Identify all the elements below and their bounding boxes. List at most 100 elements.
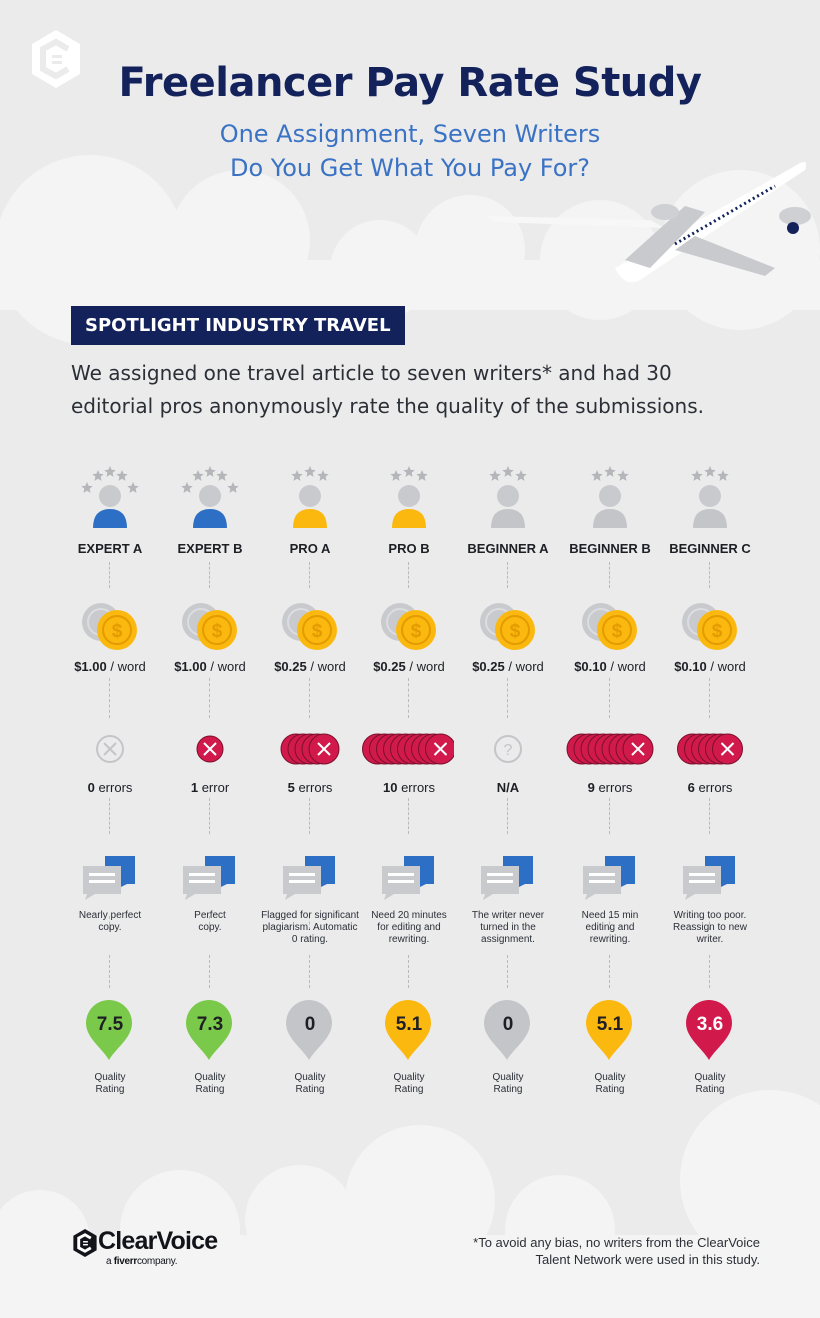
person-icon <box>691 466 729 528</box>
rating-value: 7.3 <box>196 1014 224 1035</box>
feedback-chat-icon <box>382 856 434 900</box>
connector-line <box>309 916 310 930</box>
svg-text:$: $ <box>510 621 521 642</box>
brand-tagline: a fiverrcompany. <box>106 1256 177 1267</box>
spotlight-badge: SPOTLIGHT INDUSTRY TRAVEL <box>71 306 405 345</box>
rate-unit: / word <box>710 659 746 674</box>
feedback-note-line: plagiarism. Automatic <box>262 922 358 933</box>
connector-line <box>408 678 409 718</box>
connector-line <box>309 798 310 834</box>
error-count-word: error <box>201 780 230 795</box>
error-icons <box>677 733 743 765</box>
pay-rate: $0.25 / word <box>344 659 474 674</box>
footnote: *To avoid any bias, no writers from the … <box>430 1234 760 1268</box>
error-count-value: 5 <box>287 780 295 795</box>
error-count-word: errors <box>298 780 333 795</box>
quality-rating-label: Quality Rating <box>655 1072 765 1096</box>
connector-line <box>109 678 110 718</box>
feedback-note-line: Perfect <box>194 910 226 921</box>
quality-rating-label: Quality Rating <box>354 1072 464 1096</box>
coin-icon: $ <box>480 603 535 650</box>
quality-label-line-1: Quality <box>492 1072 524 1083</box>
airplane-icon <box>485 161 811 283</box>
feedback-note-line: copy. <box>198 922 222 933</box>
page-subtitle: One Assignment, Seven Writers Do You Get… <box>0 117 820 185</box>
unknown-error-icon: ? <box>494 735 522 763</box>
connector-line <box>507 955 508 988</box>
error-count-value: 10 <box>382 780 398 795</box>
feedback-note-line: Need 20 minutes <box>371 910 447 921</box>
rate-unit: / word <box>508 659 544 674</box>
feedback-chat-icon <box>583 856 635 900</box>
quality-rating-label: Quality Rating <box>55 1072 165 1096</box>
quality-label-line-2: Rating <box>95 1084 125 1095</box>
connector-line <box>609 678 610 718</box>
connector-line <box>209 798 210 834</box>
quality-label-line-1: Quality <box>594 1072 626 1083</box>
feedback-note: Need 15 min editing and rewriting. <box>547 910 673 946</box>
error-icons <box>96 735 124 763</box>
pay-rate: $0.25 / word <box>245 659 375 674</box>
rating-pin-icon <box>186 1000 232 1060</box>
rate-unit: / word <box>110 659 146 674</box>
quality-label-line-1: Quality <box>94 1072 126 1083</box>
feedback-chat-icon <box>283 856 335 900</box>
rating-pin-icon <box>86 1000 132 1060</box>
rating-value: 5.1 <box>395 1014 423 1035</box>
person-icon <box>390 466 428 528</box>
writer-column-2: EXPERT B $ $1.00 / word 1 error Perfect copy.… <box>155 460 265 1110</box>
writer-name: EXPERT A <box>77 541 143 556</box>
quality-label-line-1: Quality <box>393 1072 425 1083</box>
coin-icon: $ <box>582 603 637 650</box>
quality-label-line-2: Rating <box>595 1084 625 1095</box>
coin-icon: $ <box>381 603 436 650</box>
error-count-word: errors <box>98 780 133 795</box>
rate-value: $1.00 <box>74 659 107 674</box>
error-count-value: N/A <box>496 780 520 795</box>
connector-line <box>609 562 610 588</box>
footnote-line-1: *To avoid any bias, no writers from the … <box>473 1235 760 1250</box>
feedback-note-line: editing and <box>585 922 635 933</box>
no-error-icon <box>96 735 124 763</box>
brand-name: ClearVoice <box>98 1227 218 1255</box>
error-count: 9 errors <box>555 780 665 795</box>
rating-pin-icon <box>484 1000 530 1060</box>
error-icons <box>280 733 340 765</box>
connector-line <box>609 798 610 834</box>
writer-column-7: BEGINNER C $ $0.10 / word 6 errors Writing t… <box>655 460 765 1110</box>
quality-rating-label: Quality Rating <box>453 1072 563 1096</box>
quality-label-line-2: Rating <box>195 1084 225 1095</box>
connector-line <box>209 916 210 930</box>
connector-line <box>109 955 110 988</box>
rating-pin-icon <box>286 1000 332 1060</box>
intro-text: We assigned one travel article to seven … <box>71 357 771 423</box>
error-count: N/A <box>453 780 563 795</box>
person-icon <box>489 466 527 528</box>
connector-line <box>408 916 409 930</box>
connector-line <box>507 916 508 930</box>
brand-tag-fiverr: fiverr <box>113 1256 138 1267</box>
feedback-note-line: assignment. <box>481 934 535 945</box>
rating-value: 5.1 <box>596 1014 624 1035</box>
error-icons <box>196 735 224 763</box>
brand-tag-prefix: a <box>106 1256 112 1267</box>
footnote-line-2: Talent Network were used in this study. <box>535 1252 760 1267</box>
coin-icon: $ <box>182 603 237 650</box>
connector-line <box>309 562 310 588</box>
intro-line-1: We assigned one travel article to seven … <box>71 361 672 385</box>
feedback-note-line: Nearly perfect <box>78 910 142 921</box>
rating-value: 0 <box>502 1014 514 1035</box>
error-icons <box>362 733 454 765</box>
feedback-note-line: The writer never <box>471 910 545 921</box>
error-count-word: errors <box>598 780 633 795</box>
writer-name: PRO B <box>388 541 430 556</box>
feedback-chat-icon <box>481 856 533 900</box>
feedback-note-line: 0 rating. <box>291 934 329 945</box>
connector-line <box>609 955 610 988</box>
quality-label-line-2: Rating <box>695 1084 725 1095</box>
connector-line <box>408 798 409 834</box>
feedback-note-line: for editing and <box>377 922 441 933</box>
connector-line <box>209 678 210 718</box>
coin-icon: $ <box>82 603 137 650</box>
connector-line <box>109 916 110 930</box>
